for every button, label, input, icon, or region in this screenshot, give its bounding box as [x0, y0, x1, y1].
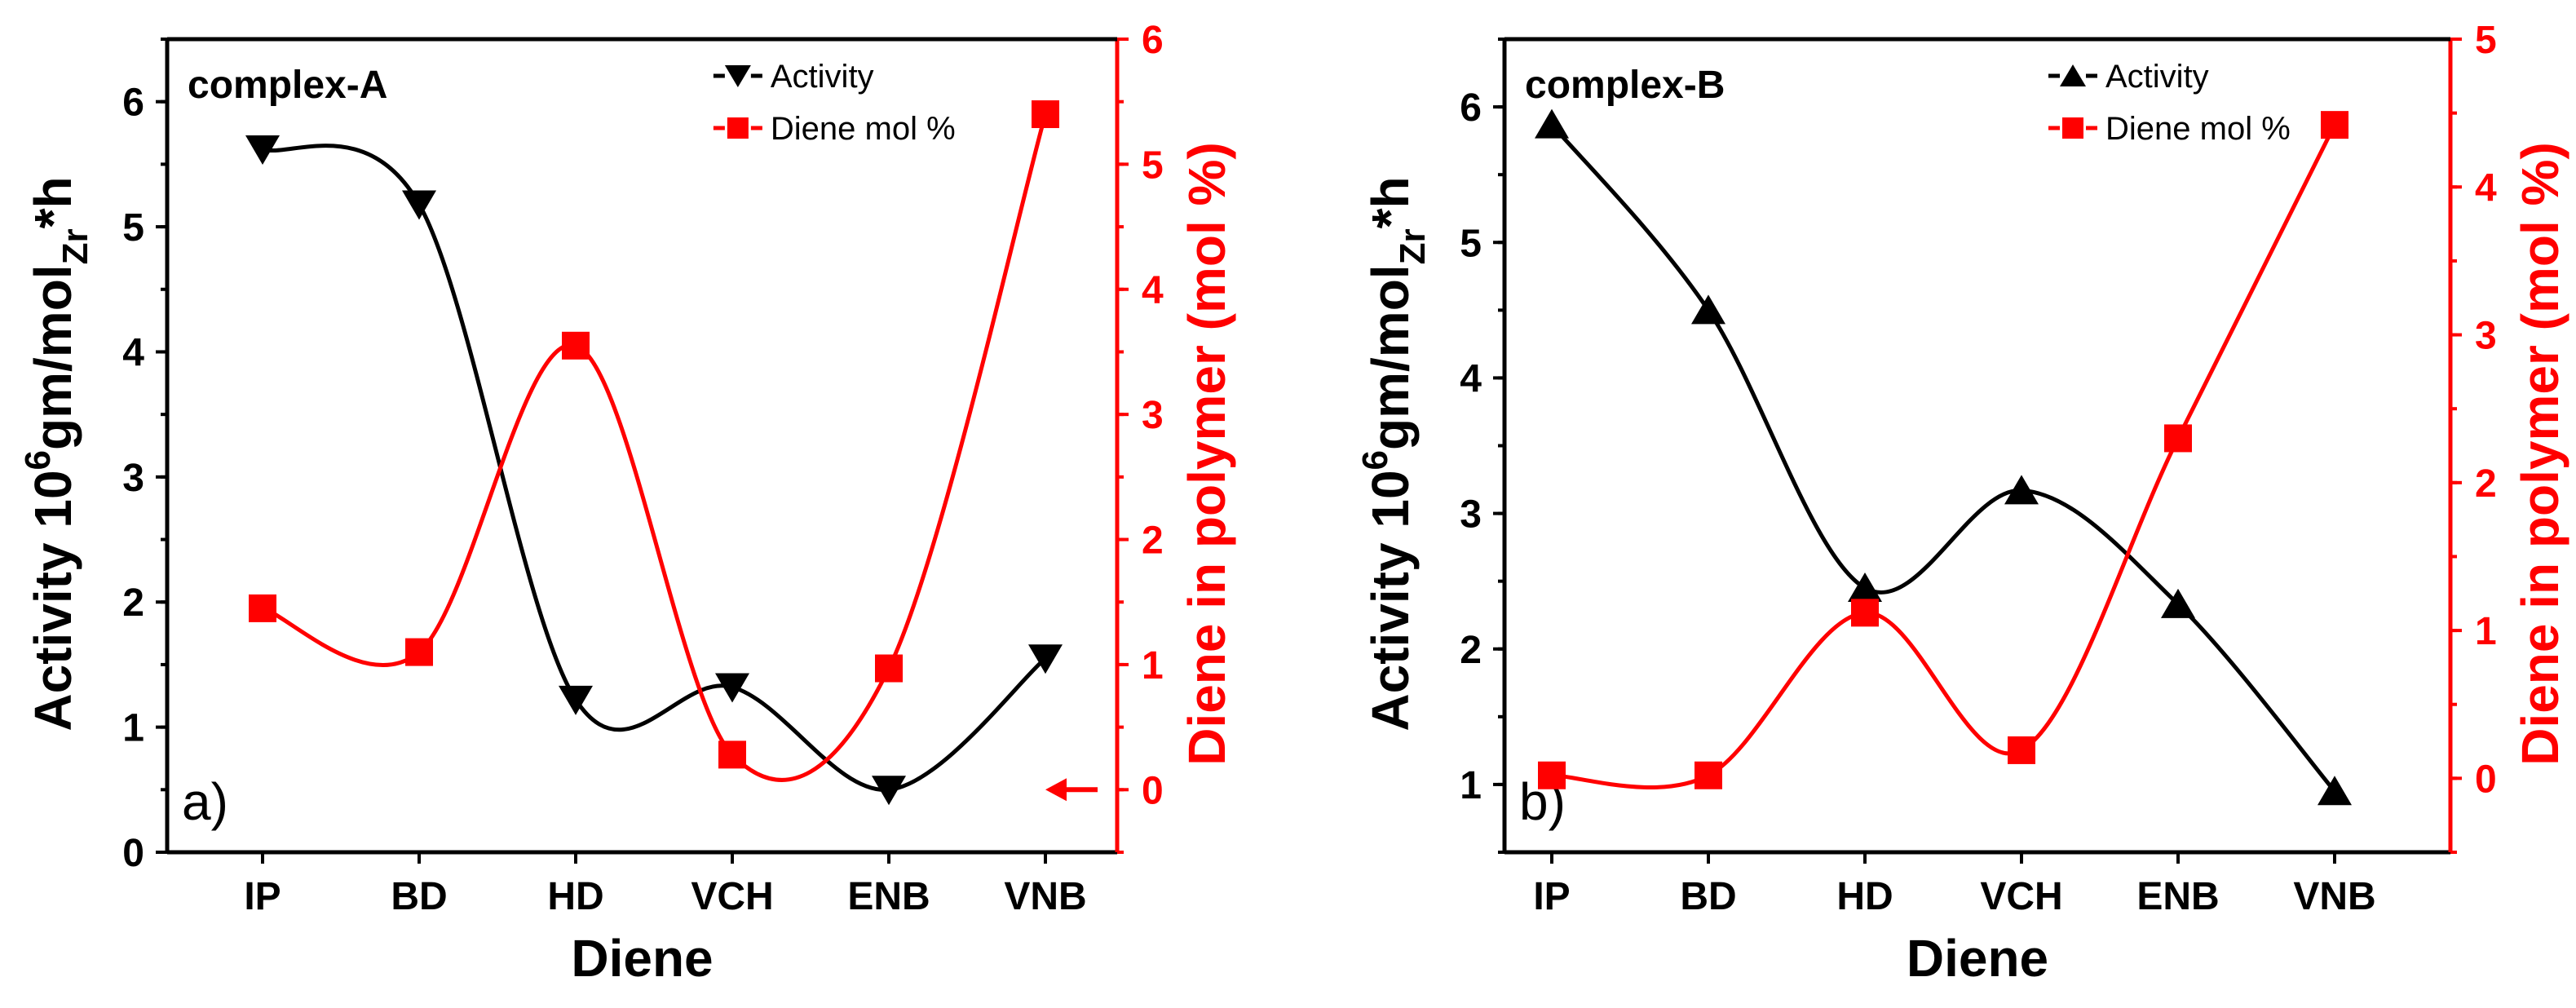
left-y-tick-label: 6	[1460, 86, 1482, 130]
x-tick-label: ENB	[2136, 875, 2219, 918]
right-y-tick-label: 4	[1142, 269, 1164, 312]
data-point-triangle-up	[2161, 588, 2195, 618]
data-point-triangle-down	[559, 685, 593, 715]
x-tick-label: VCH	[1980, 875, 2062, 918]
legend-label: Activity	[771, 59, 874, 95]
data-point-square	[718, 741, 746, 769]
chart-panel-b: 1 2 3 4 5 6 0 1 2 3 4 5 IP BD HD VCH ENB VNB Diene Activity…	[1355, 19, 2569, 988]
data-point-square	[405, 638, 433, 666]
left-y-tick-label: 2	[122, 581, 144, 625]
arrow-head-icon	[1045, 778, 1067, 802]
left-y-axis-title: Activity 106gm/molZr*h	[18, 176, 95, 731]
left-y-tick-label: 1	[122, 707, 144, 750]
left-y-tick-label: 5	[1460, 222, 1482, 265]
legend-marker-square	[727, 117, 749, 139]
data-point-triangle-up	[2004, 475, 2039, 505]
right-y-tick-label: 3	[1142, 394, 1164, 437]
legend-label: Diene mol %	[2105, 111, 2291, 147]
data-point-square	[2321, 111, 2348, 139]
data-point-square	[875, 654, 903, 683]
left-y-tick-label: 2	[1460, 629, 1482, 672]
x-tick-label: VCH	[691, 875, 773, 918]
series-line-diene-mol-	[1551, 124, 2337, 790]
left-y-tick-label: 0	[122, 832, 144, 875]
x-tick-label: IP	[244, 875, 281, 918]
data-point-square	[562, 331, 590, 360]
right-y-tick-label: 3	[2475, 315, 2497, 358]
x-tick-label: BD	[391, 875, 447, 918]
left-y-tick-label: 3	[122, 457, 144, 500]
data-point-triangle-up	[1691, 294, 1725, 325]
data-point-triangle-up	[2318, 776, 2352, 806]
data-point-square	[1032, 100, 1059, 129]
data-point-square	[1851, 599, 1879, 627]
x-tick-label: IP	[1533, 875, 1570, 918]
left-y-tick-label: 3	[1460, 493, 1482, 537]
data-point-square	[1538, 761, 1566, 789]
x-tick-label: VNB	[2293, 875, 2375, 918]
x-tick-label: BD	[1680, 875, 1736, 918]
data-point-triangle-down	[1028, 644, 1063, 674]
panel-title: complex-A	[188, 64, 387, 107]
data-point-triangle-up	[1848, 572, 1882, 602]
data-point-triangle-down	[872, 776, 906, 806]
left-y-tick-label: 6	[122, 82, 144, 125]
left-y-tick-label: 5	[122, 206, 144, 250]
x-tick-label: HD	[547, 875, 603, 918]
data-point-triangle-down	[715, 673, 749, 703]
legend-label: Diene mol %	[771, 111, 956, 147]
right-y-tick-label: 0	[1142, 769, 1164, 812]
data-point-triangle-up	[1535, 108, 1569, 139]
right-y-tick-label: 0	[2475, 758, 2497, 801]
right-y-axis-title: Diene in polymer (mol %)	[1178, 142, 1236, 766]
data-point-triangle-down	[402, 190, 436, 220]
data-point-square	[2008, 736, 2035, 764]
right-y-tick-label: 1	[1142, 644, 1164, 687]
legend-marker-triangle-down	[724, 65, 751, 87]
series-line-activity	[262, 144, 1047, 792]
right-y-tick-label: 2	[1142, 519, 1164, 563]
left-y-tick-label: 1	[1460, 764, 1482, 807]
right-y-axis-title: Diene in polymer (mol %)	[2511, 142, 2569, 766]
right-y-tick-label: 5	[2475, 19, 2497, 62]
x-tick-label: HD	[1836, 875, 1893, 918]
legend-label: Activity	[2105, 59, 2209, 95]
data-point-triangle-down	[245, 135, 280, 165]
series-line-activity	[1550, 123, 2336, 793]
right-y-tick-label: 4	[2475, 166, 2497, 210]
x-tick-label: VNB	[1004, 875, 1086, 918]
data-point-square	[2164, 424, 2192, 453]
right-y-tick-label: 6	[1142, 19, 1164, 62]
left-y-tick-label: 4	[122, 331, 144, 374]
right-y-tick-label: 5	[1142, 144, 1164, 187]
right-y-tick-label: 1	[2475, 610, 2497, 653]
left-y-tick-label: 4	[1460, 357, 1482, 400]
left-y-axis-title: Activity 106gm/molZr*h	[1355, 176, 1433, 731]
legend-marker-triangle-up	[2060, 64, 2086, 86]
series-line-diene-mol-	[262, 113, 1048, 782]
data-point-square	[249, 594, 276, 622]
legend-marker-square	[2062, 117, 2083, 139]
x-tick-label: ENB	[847, 875, 930, 918]
right-y-tick-label: 2	[2475, 462, 2497, 506]
x-axis-title: Diene	[571, 929, 713, 988]
panel-label: a)	[182, 772, 228, 831]
data-point-square	[1695, 761, 1722, 789]
x-axis-title: Diene	[1907, 929, 2048, 988]
panel-title: complex-B	[1525, 64, 1725, 107]
chart-panel-a: 0 1 2 3 4 5 6 0 1 2 3 4 5 6 IP BD HD VCH ENB VNB Diene Activi…	[18, 19, 1236, 988]
